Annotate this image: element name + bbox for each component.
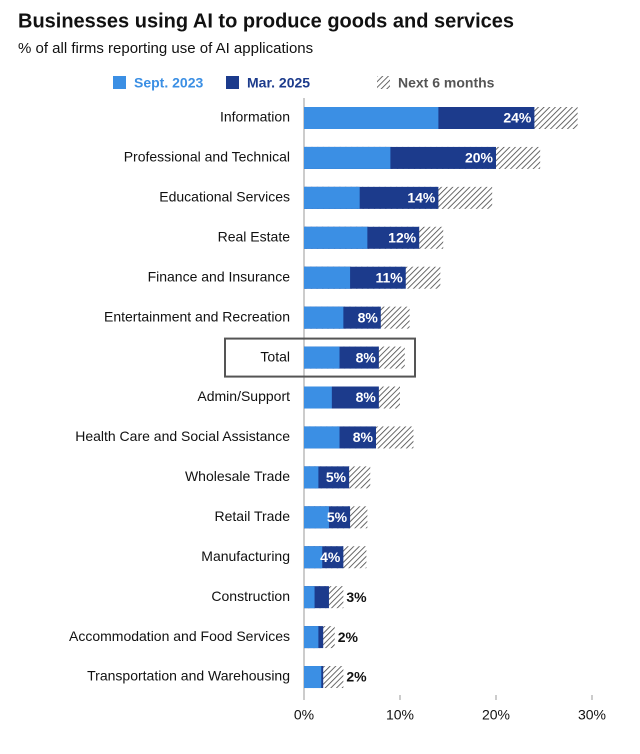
bar: [304, 426, 340, 449]
bar: [304, 626, 319, 649]
bar: [304, 266, 351, 289]
y-tick-label: Information: [220, 109, 290, 125]
data-label: 14%: [407, 190, 436, 206]
data-label: 24%: [503, 110, 532, 126]
bar: [304, 466, 319, 489]
legend-swatch: [226, 76, 239, 89]
bar: [304, 186, 360, 209]
legend-swatch: [113, 76, 126, 89]
bar: [304, 346, 340, 369]
bar: [304, 107, 439, 129]
data-label: 8%: [353, 429, 374, 445]
data-label: 5%: [326, 469, 347, 485]
data-label: 4%: [320, 549, 341, 565]
bar: [304, 666, 322, 689]
data-label: 20%: [465, 150, 494, 166]
data-label: 2%: [338, 629, 359, 645]
x-tick-label: 10%: [386, 707, 414, 723]
data-label: 12%: [388, 229, 417, 245]
bar: [304, 306, 344, 329]
bar: [304, 586, 315, 609]
bar: [304, 386, 332, 409]
legend-label: Next 6 months: [398, 75, 495, 91]
y-tick-label: Construction: [211, 588, 290, 604]
y-tick-label: Real Estate: [218, 228, 291, 244]
data-label: 5%: [327, 509, 348, 525]
y-tick-label: Total: [260, 348, 290, 364]
data-label: 8%: [356, 349, 377, 365]
x-tick-label: 30%: [578, 707, 606, 723]
data-label: 2%: [346, 669, 367, 685]
y-tick-label: Manufacturing: [201, 548, 290, 564]
bar: [304, 546, 323, 569]
x-tick-label: 20%: [482, 707, 510, 723]
bar: [304, 146, 391, 169]
y-tick-label: Professional and Technical: [124, 149, 290, 165]
chart-subtitle: % of all firms reporting use of AI appli…: [18, 40, 313, 57]
legend-swatch: [377, 76, 390, 89]
legend-label: Sept. 2023: [134, 75, 203, 91]
bar: [304, 506, 329, 529]
y-tick-label: Finance and Insurance: [148, 268, 291, 284]
data-label: 8%: [356, 389, 377, 405]
y-tick-label: Wholesale Trade: [185, 468, 290, 484]
y-tick-label: Entertainment and Recreation: [104, 308, 290, 324]
legend-label: Mar. 2025: [247, 75, 310, 91]
data-label: 8%: [358, 309, 379, 325]
bar: [304, 226, 368, 249]
y-tick-label: Health Care and Social Assistance: [75, 428, 290, 444]
y-tick-label: Transportation and Warehousing: [87, 668, 290, 684]
y-tick-label: Retail Trade: [215, 508, 291, 524]
y-tick-label: Admin/Support: [197, 388, 290, 404]
y-tick-label: Educational Services: [159, 189, 290, 205]
data-label: 11%: [376, 269, 404, 285]
highlight-box: [224, 337, 416, 378]
chart-title: Businesses using AI to produce goods and…: [18, 10, 514, 32]
x-tick-label: 0%: [294, 707, 314, 723]
y-tick-label: Accommodation and Food Services: [69, 628, 290, 644]
data-label: 3%: [346, 589, 367, 605]
